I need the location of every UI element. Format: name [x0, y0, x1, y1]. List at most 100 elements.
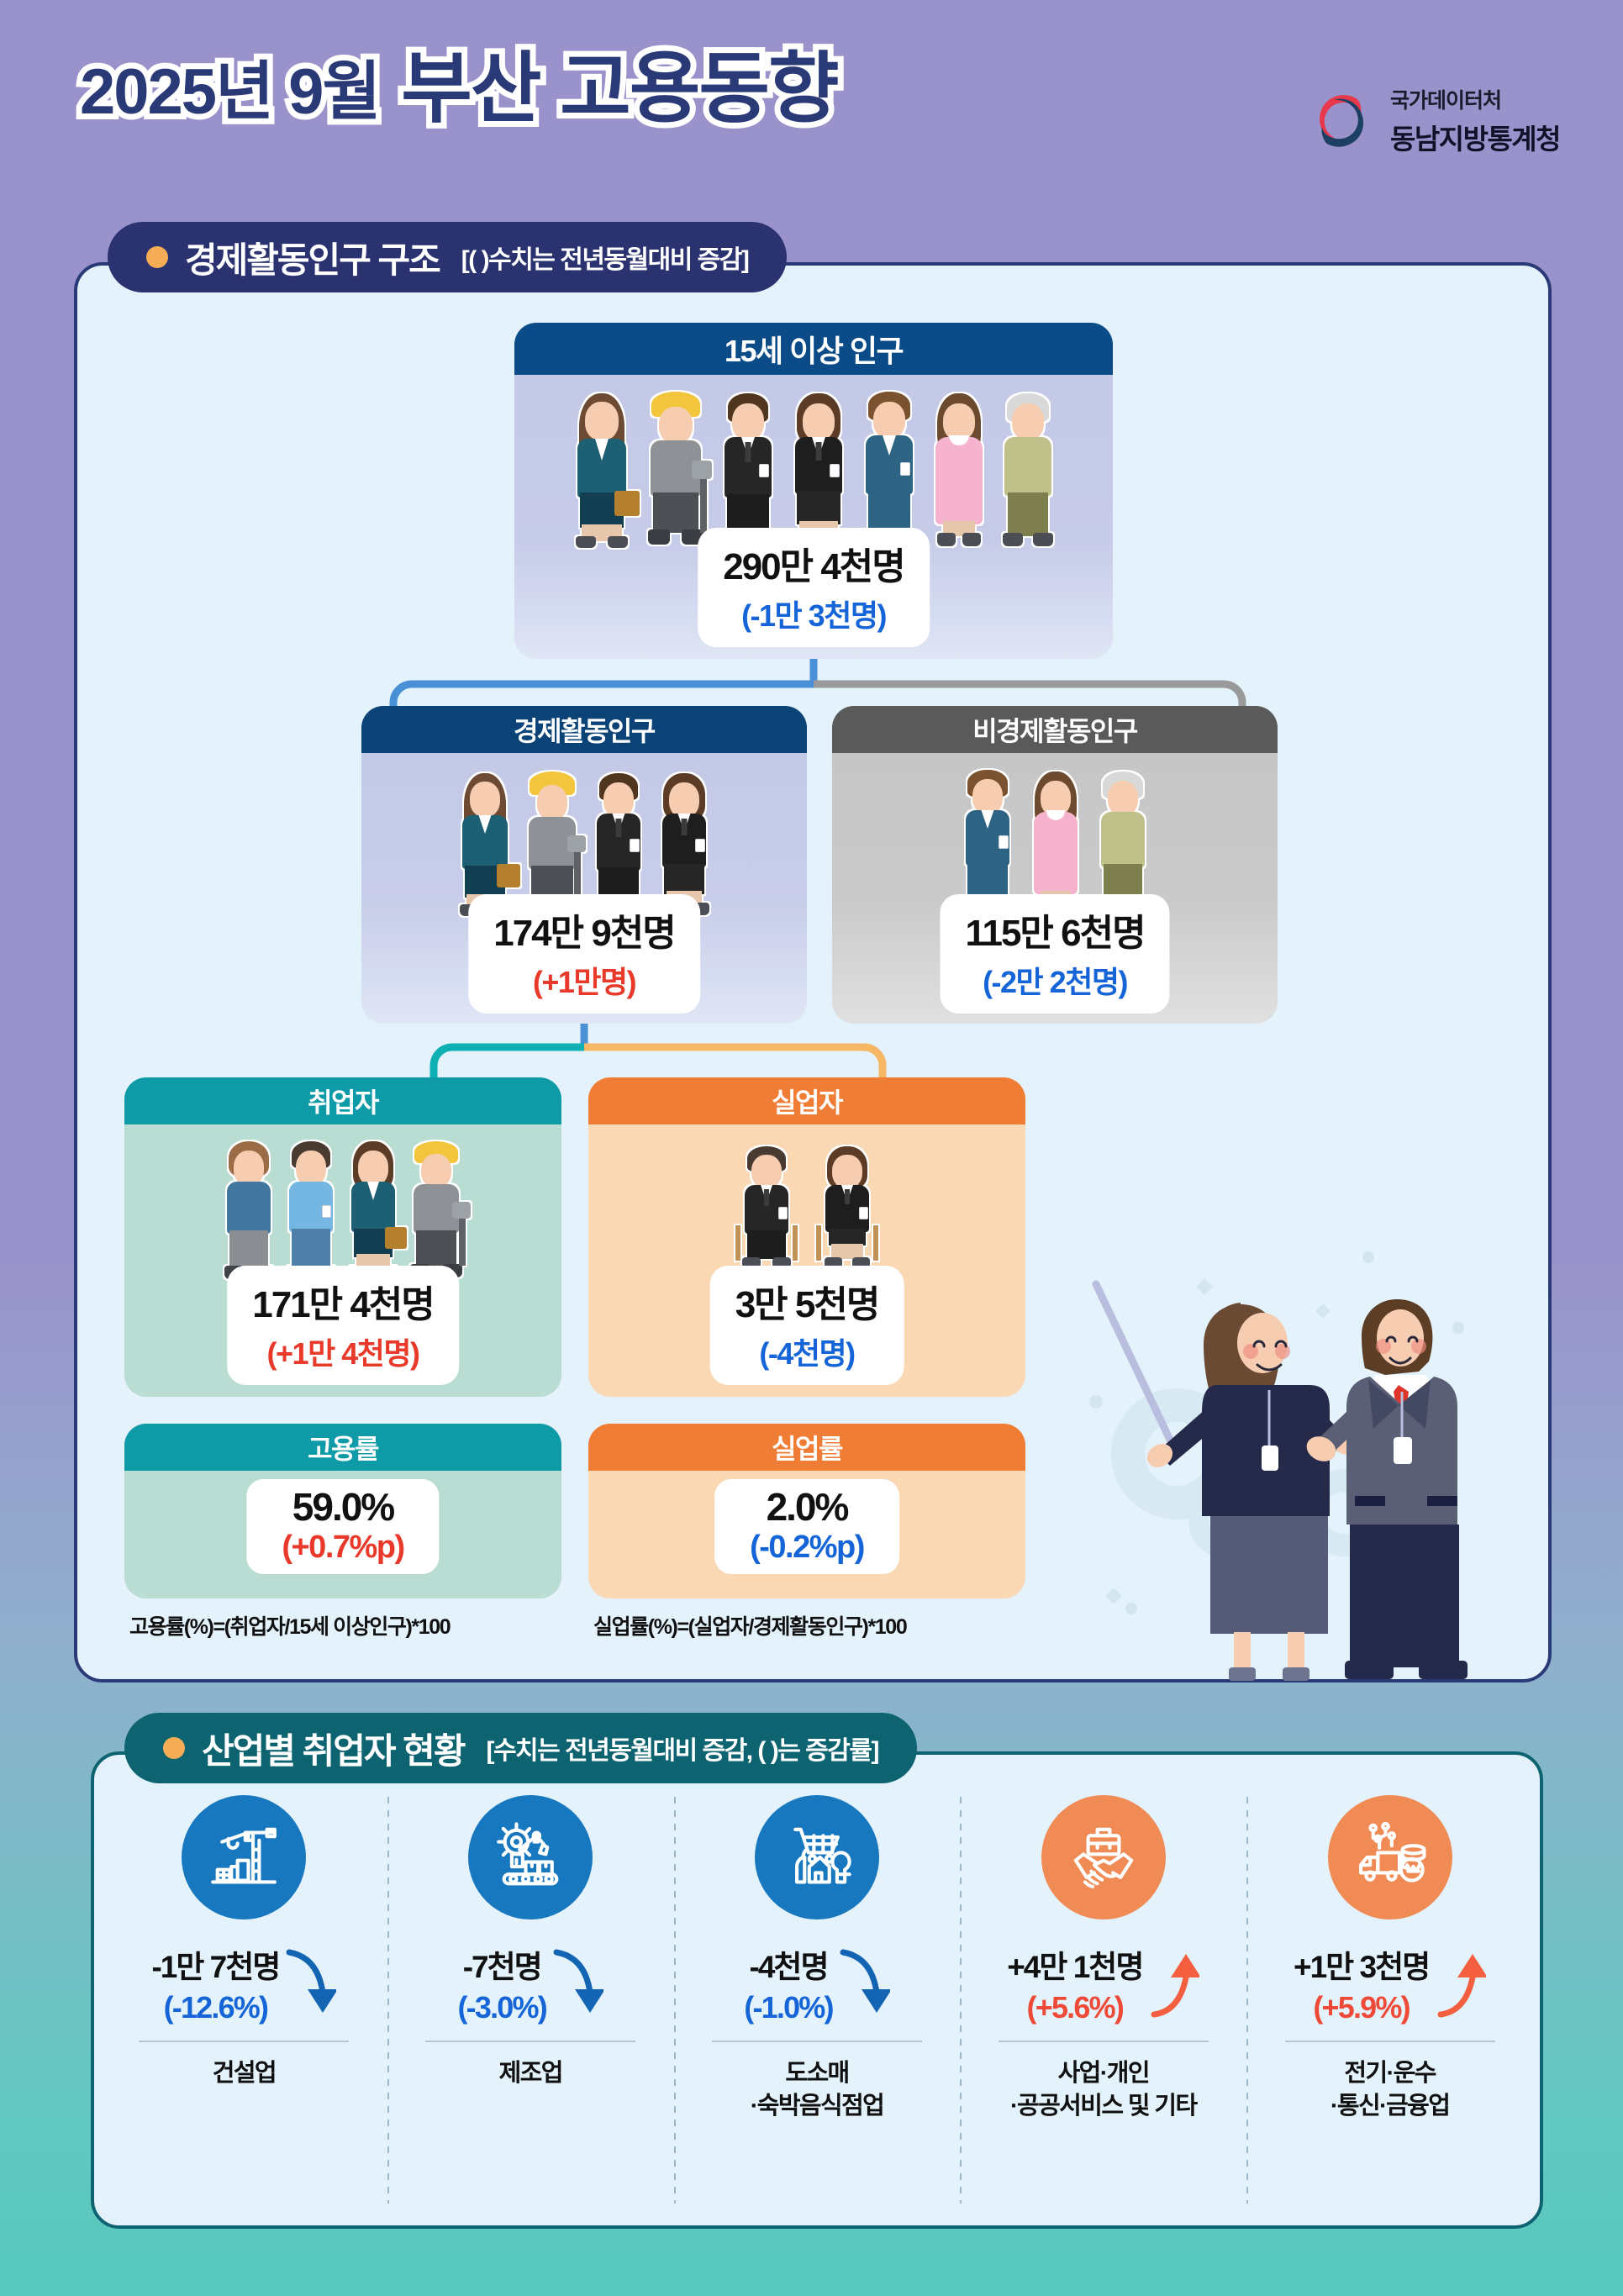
industry-card-construction: -1만 7천명 (-12.6%) 건설업	[101, 1792, 387, 2212]
card-divider	[425, 2041, 636, 2042]
industry-label-line2: ·공공서비스 및 기타	[1009, 2093, 1198, 2120]
arrow-down-icon	[284, 1947, 339, 2020]
figure-worker-blue	[220, 1140, 277, 1281]
industry-pct: (-12.6%)	[163, 1990, 269, 2025]
node-employment-rate-value: 59.0%	[292, 1485, 395, 1529]
truck-coins-network-icon	[1327, 1795, 1452, 1919]
section1-subtitle: [( )수치는 전년동월대비 증감]	[461, 246, 750, 274]
industry-card-numbers: +1만 3천명 (+5.9%)	[1294, 1941, 1489, 2025]
node-unemployed-label: 실업자	[588, 1077, 1025, 1124]
industry-label: 전기·운수 ·통신·금융업	[1330, 2057, 1451, 2123]
node-employed: 취업자	[124, 1077, 561, 1397]
page-header: 2025년 9월 부산 고용동향 국가데이터처 동남지방통계청	[0, 0, 1623, 208]
node-unemployment-rate: 실업률 2.0% (-0.2%p)	[588, 1424, 1025, 1598]
node-economically-active-label: 경제활동인구	[361, 706, 807, 753]
section-header-industry: 산업별 취업자 현황 [수치는 전년동월대비 증감, ( )는 증감률]	[124, 1713, 917, 1783]
industry-pct: (-3.0%)	[457, 1990, 547, 2025]
industry-label-line1: 건설업	[212, 2060, 277, 2087]
node-economically-active-delta: (+1만명)	[532, 965, 637, 999]
factory-robot-arm-icon	[468, 1795, 593, 1919]
figure-office-woman	[569, 392, 640, 548]
figure-seated-man	[735, 1145, 798, 1272]
industry-card-numbers: -1만 7천명 (-12.6%)	[151, 1941, 339, 2025]
card-divider	[139, 2041, 350, 2042]
industry-label-line1: 전기·운수	[1344, 2060, 1436, 2087]
formula-employment-rate: 고용률(%)=(취업자/15세 이상인구)*100	[129, 1615, 451, 1639]
industry-label-line1: 제조업	[498, 2060, 564, 2087]
card-divider	[711, 2041, 922, 2042]
node-employment-rate-label: 고용률	[124, 1424, 561, 1471]
industry-card-numbers: -7천명 (-3.0%)	[457, 1941, 605, 2025]
section2-subtitle: [수치는 전년동월대비 증감, ( )는 증감률]	[486, 1737, 879, 1765]
agency-logo: 국가데이터처 동남지방통계청	[1309, 84, 1562, 157]
industry-label-line1: 사업·개인	[1057, 2060, 1151, 2087]
industry-card-manufacturing: -7천명 (-3.0%) 제조업	[387, 1792, 674, 2212]
node-unemployed: 실업자	[588, 1077, 1025, 1397]
node-unemployed-value: 3만 5천명	[735, 1284, 881, 1325]
logo-text: 국가데이터처 동남지방통계청	[1390, 84, 1562, 157]
node-unemployed-body: 3만 5천명 (-4천명)	[588, 1124, 1025, 1397]
node-employment-rate-delta: (+0.7%p)	[282, 1530, 405, 1565]
node-unemployment-rate-value: 2.0%	[766, 1485, 850, 1529]
industry-label: 제조업	[498, 2057, 564, 2090]
industry-label: 도소매 ·숙박음식점업	[750, 2057, 885, 2123]
bullet-dot-icon	[146, 246, 168, 268]
presenters-illustration	[1076, 1244, 1552, 1681]
industry-pct: (+5.6%)	[1026, 1990, 1125, 2025]
node-population-value: 290만 4천명	[723, 546, 906, 587]
arrow-up-icon	[1434, 1947, 1489, 2020]
node-economically-active-value: 174만 9천명	[493, 913, 677, 954]
industry-card-business-personal-public: +4만 1천명 (+5.6%) 사업·개인 ·공공서비스 및 기타	[960, 1792, 1246, 2212]
arrow-up-icon	[1147, 1947, 1202, 2020]
figure-student	[858, 390, 920, 548]
industry-card-numbers: -4천명 (-1.0%)	[744, 1941, 892, 2025]
figure-businessman	[717, 392, 779, 548]
logo-line-1: 국가데이터처	[1390, 89, 1502, 113]
node-population-label: 15세 이상 인구	[514, 323, 1113, 375]
figure-construction-worker	[643, 388, 712, 548]
node-not-economically-active-label: 비경제활동인구	[832, 706, 1278, 753]
section2-title: 산업별 취업자 현황	[202, 1730, 466, 1771]
node-unemployment-rate-body: 2.0% (-0.2%p)	[588, 1471, 1025, 1598]
industry-label-line2: ·통신·금융업	[1330, 2093, 1451, 2120]
node-population-body: 290만 4천명 (-1만 3천명)	[514, 375, 1113, 659]
korea-government-taegeuk-icon	[1309, 88, 1375, 154]
page-title: 2025년 9월 부산 고용동향	[74, 45, 846, 134]
title-main: 부산 고용동향	[395, 45, 845, 134]
node-unemployment-rate-value-box: 2.0% (-0.2%p)	[714, 1479, 899, 1574]
node-not-economically-active-value: 115만 6천명	[965, 913, 1146, 954]
people-illustration-employed	[124, 1138, 561, 1281]
bullet-dot-icon	[163, 1737, 185, 1759]
section1-title: 경제활동인구 구조	[185, 240, 441, 280]
handshake-briefcase-icon	[1041, 1795, 1166, 1919]
node-employed-value-box: 171만 4천명 (+1만 4천명)	[227, 1266, 459, 1385]
node-not-economically-active: 비경제활동인구	[832, 706, 1278, 1024]
node-employment-rate-body: 59.0% (+0.7%p)	[124, 1471, 561, 1598]
node-not-economically-active-value-box: 115만 6천명 (-2만 2천명)	[940, 894, 1170, 1014]
industry-label: 사업·개인 ·공공서비스 및 기타	[1009, 2057, 1198, 2123]
card-divider	[998, 2041, 1209, 2042]
construction-crane-icon	[182, 1795, 307, 1919]
figure-woman-pink-dress	[929, 392, 989, 548]
people-illustration-population	[514, 388, 1113, 548]
industry-value: -7천명	[462, 1950, 543, 1984]
industry-value: -1만 7천명	[151, 1950, 281, 1984]
industry-value: +4만 1천명	[1007, 1950, 1144, 1984]
industry-card-list: -1만 7천명 (-12.6%) 건설업	[101, 1792, 1533, 2212]
node-employment-rate: 고용률 59.0% (+0.7%p)	[124, 1424, 561, 1598]
industry-card-wholesale-retail: -4천명 (-1.0%) 도소매 ·숙박음식점업	[673, 1792, 961, 2212]
industry-label-line2: ·숙박음식점업	[750, 2093, 885, 2120]
industry-value: +1만 3천명	[1294, 1950, 1431, 1984]
formula-unemployment-rate: 실업률(%)=(실업자/경제활동인구)*100	[593, 1615, 908, 1639]
figure-office-woman	[345, 1140, 407, 1281]
node-economically-active: 경제활동인구	[361, 706, 807, 1024]
connector-population-to-children	[389, 647, 1246, 748]
node-economically-active-value-box: 174만 9천명 (+1만명)	[468, 894, 700, 1014]
figure-elderly-man	[998, 392, 1058, 548]
card-divider	[1284, 2041, 1495, 2042]
people-illustration-unemployed	[588, 1145, 1025, 1272]
figure-businesswoman	[788, 392, 850, 548]
node-economically-active-body: 174만 9천명 (+1만명)	[361, 753, 807, 1024]
node-unemployment-rate-delta: (-0.2%p)	[750, 1530, 865, 1565]
title-period: 2025년 9월	[74, 55, 387, 130]
